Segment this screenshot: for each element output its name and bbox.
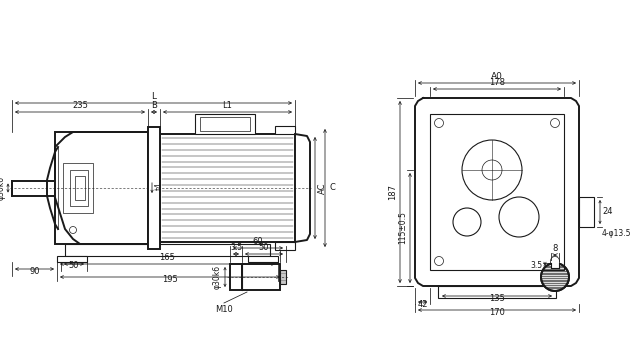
Text: 165: 165	[159, 253, 175, 262]
Text: 8: 8	[552, 244, 557, 253]
Text: 42: 42	[417, 300, 428, 309]
Text: L1: L1	[223, 101, 232, 110]
Bar	[242, 264, 280, 290]
Bar	[57, 256, 87, 262]
Text: t4: t4	[155, 182, 164, 190]
Text: 187: 187	[388, 184, 397, 200]
Text: L: L	[151, 92, 156, 101]
Bar	[63, 163, 93, 213]
Bar	[438, 286, 556, 298]
Bar	[148, 127, 160, 249]
Text: 50: 50	[259, 243, 269, 252]
Bar	[55, 132, 148, 244]
Text: 3.5: 3.5	[531, 261, 543, 270]
Text: 115±0.5: 115±0.5	[398, 212, 407, 244]
Text: 195: 195	[162, 275, 178, 284]
Circle shape	[541, 263, 569, 291]
Bar	[12, 181, 55, 195]
Text: A0: A0	[491, 72, 503, 81]
Text: AC: AC	[318, 182, 327, 194]
Text: B: B	[151, 101, 157, 110]
Polygon shape	[415, 98, 579, 286]
Text: 90: 90	[29, 267, 40, 276]
Bar	[230, 264, 242, 290]
Text: 135: 135	[489, 294, 505, 303]
Bar	[551, 261, 559, 268]
Text: 3.5: 3.5	[230, 243, 242, 252]
Bar	[200, 117, 250, 131]
Text: M10: M10	[215, 305, 233, 314]
Bar	[65, 244, 270, 256]
Text: 170: 170	[489, 308, 505, 317]
Text: 50: 50	[68, 261, 79, 270]
Bar	[160, 134, 295, 242]
Text: 178: 178	[489, 78, 505, 87]
Bar	[275, 126, 295, 134]
Bar	[280, 270, 286, 284]
Bar	[248, 256, 278, 262]
Bar	[275, 242, 295, 250]
Bar	[430, 114, 564, 270]
Text: 235: 235	[72, 101, 88, 110]
Text: φ30k6: φ30k6	[0, 176, 6, 200]
Text: 24: 24	[602, 207, 612, 216]
Bar	[579, 197, 594, 227]
Text: φ30k6: φ30k6	[213, 265, 222, 289]
Bar	[195, 114, 255, 134]
Polygon shape	[55, 132, 148, 244]
Text: 60: 60	[253, 237, 263, 246]
Text: 4-φ13.5: 4-φ13.5	[602, 228, 632, 238]
Bar	[70, 170, 88, 206]
Text: C: C	[329, 183, 335, 193]
Bar	[75, 176, 85, 200]
